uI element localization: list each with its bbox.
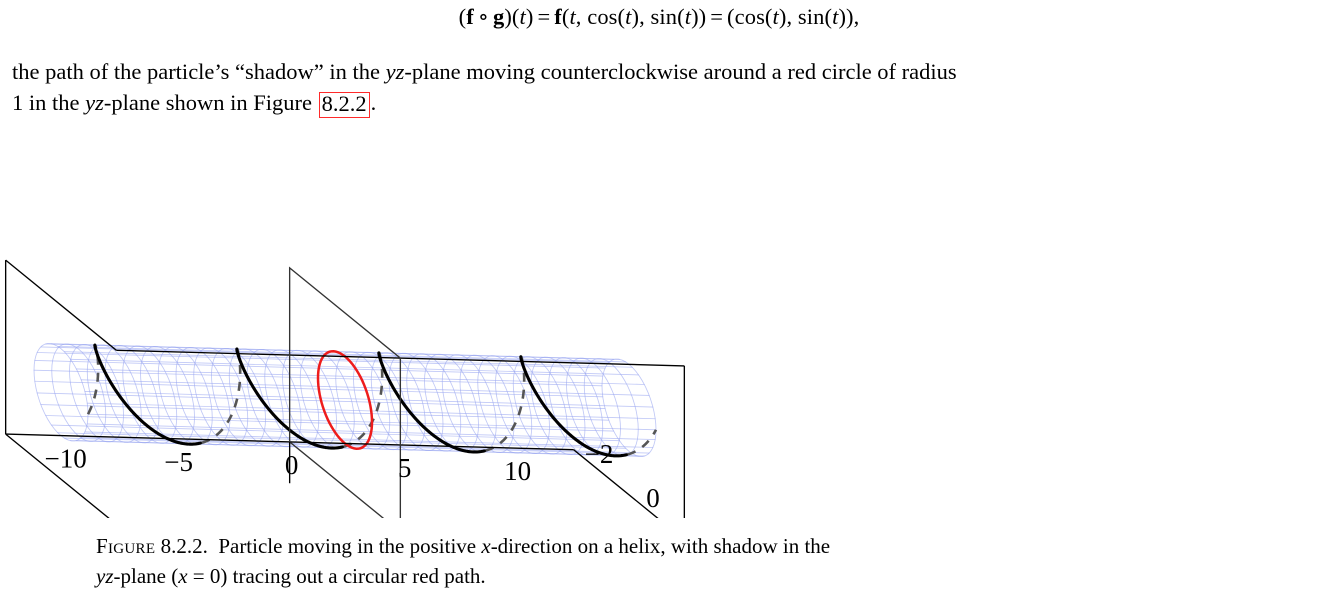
cylinder-wireframe xyxy=(33,343,657,457)
shadow-circle xyxy=(316,350,374,450)
figure-caption: Figure 8.2.2. Particle moving in the pos… xyxy=(96,531,1096,591)
caption-line2-a: -plane ( xyxy=(113,564,179,588)
paragraph-line-2: 1 in the yz-plane shown in Figure 8.2.2. xyxy=(12,87,376,118)
axes-bounding-box xyxy=(4,259,686,518)
paragraph-line2-part-b: -plane shown in Figure xyxy=(103,90,318,115)
caption-text-b: -direction on a helix, with shadow in th… xyxy=(490,534,831,558)
paragraph-line1-part-a: the path of the particle’s “shadow” in t… xyxy=(12,59,386,84)
yz-cutting-plane xyxy=(288,266,402,518)
x-tick-−5: −5 xyxy=(164,447,193,477)
caption-line2-eq: = 0 xyxy=(187,564,221,588)
paragraph-line1-part-b: -plane moving counterclockwise around a … xyxy=(404,59,957,84)
caption-var-x: x xyxy=(481,534,491,558)
figure-reference-link[interactable]: 8.2.2 xyxy=(318,92,370,118)
caption-line2-var-x: x xyxy=(178,564,188,588)
x-tick-5: 5 xyxy=(398,453,412,483)
paragraph-line-1: the path of the particle’s “shadow” in t… xyxy=(12,56,957,87)
y-tick-0: 0 xyxy=(646,483,660,513)
y-tick-−2: −2 xyxy=(585,439,614,469)
display-equation: (f ∘ g)(t) = f(t, cos(t), sin(t)) = (cos(t), s… xyxy=(458,4,860,29)
caption-line2-var-yz: yz xyxy=(96,564,114,588)
prose-block: (f ∘ g)(t) = f(t, cos(t), sin(t)) = (cos(t), s… xyxy=(0,0,1318,118)
helix-visible-segments xyxy=(93,343,628,458)
caption-text-a: Particle moving in the positive xyxy=(218,534,482,558)
caption-line2-b: ) tracing out a circular red path. xyxy=(220,564,486,588)
paragraph-line1-variable: yz xyxy=(385,59,405,84)
paragraph-line2-period: . xyxy=(370,90,377,115)
caption-number: 8.2.2. xyxy=(160,534,208,558)
x-tick-10: 10 xyxy=(504,456,531,486)
paragraph-line2-part-a: 1 in the xyxy=(12,90,86,115)
x-tick-−10: −10 xyxy=(45,444,87,474)
paragraph-line2-variable: yz xyxy=(85,90,104,115)
x-tick-0: 0 xyxy=(285,450,299,480)
caption-label: Figure xyxy=(96,534,156,558)
